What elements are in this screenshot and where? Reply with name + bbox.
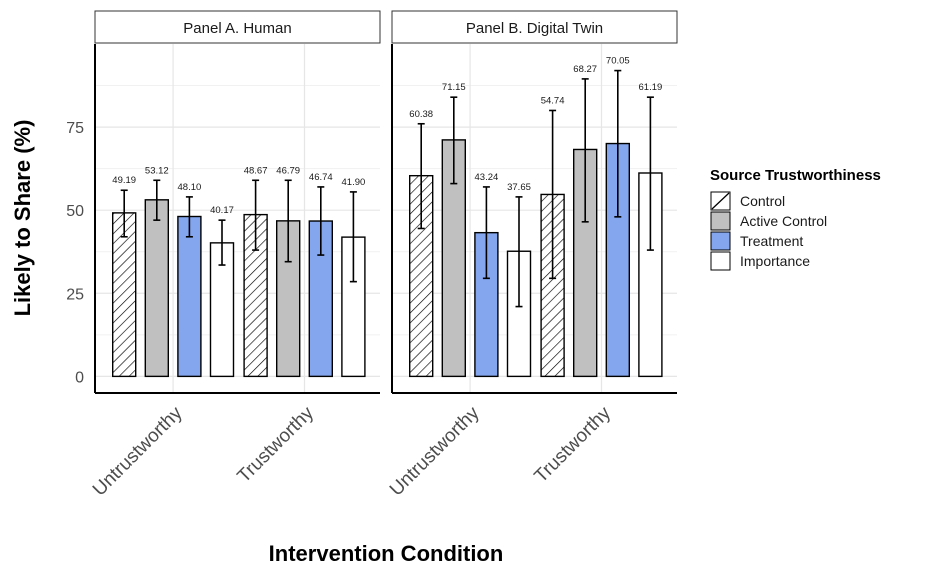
data-label: 40.17 xyxy=(210,205,234,216)
panel-1: Panel A. Human 49.19 53.12 48.10 40.17 Untrus… xyxy=(89,10,381,500)
y-tick-label: 0 xyxy=(75,369,84,386)
data-label: 60.38 xyxy=(409,109,433,120)
data-label: 61.19 xyxy=(639,82,663,93)
y-tick-label: 25 xyxy=(66,286,84,303)
data-label: 54.74 xyxy=(541,95,565,106)
data-label: 53.12 xyxy=(145,165,169,176)
legend-label: Active Control xyxy=(740,213,827,229)
data-label: 43.24 xyxy=(475,172,499,183)
legend-title: Source Trustworthiness xyxy=(710,167,881,184)
error-bar xyxy=(185,196,193,238)
legend-swatch xyxy=(711,252,730,270)
legend-item-treatment: Treatment xyxy=(710,231,803,251)
panel-title: Panel A. Human xyxy=(183,20,291,37)
data-label: 48.10 xyxy=(178,182,202,193)
error-bar xyxy=(153,179,161,221)
error-bar xyxy=(581,78,589,223)
legend-label: Importance xyxy=(740,253,810,269)
legend-label: Treatment xyxy=(740,233,803,249)
legend-item-active-control: Active Control xyxy=(710,211,827,231)
legend-label: Control xyxy=(740,193,785,209)
data-label: 68.27 xyxy=(573,64,597,75)
panel-strip xyxy=(391,10,678,44)
legend-swatch xyxy=(711,212,730,230)
error-bar xyxy=(549,109,557,280)
x-tick-label: Trustworthy xyxy=(531,402,616,487)
panel-2: Panel B. Digital Twin 60.38 71.15 43.24 37.6… xyxy=(386,10,678,500)
error-bar xyxy=(450,96,458,185)
legend-item-importance: Importance xyxy=(710,251,810,271)
data-label: 70.05 xyxy=(606,56,630,67)
error-bar xyxy=(120,189,128,238)
x-tick-label: Untrustworthy xyxy=(386,402,484,500)
error-bar xyxy=(252,179,260,251)
bar-active-control xyxy=(144,199,170,378)
y-axis-title: Likely to Share (%) xyxy=(10,120,35,317)
error-bar xyxy=(515,196,523,308)
x-tick-label: Untrustworthy xyxy=(89,402,187,500)
error-bar xyxy=(349,191,357,283)
legend-swatch xyxy=(711,232,730,250)
y-ticks: 0 25 50 75 xyxy=(66,120,84,386)
panel-title: Panel B. Digital Twin xyxy=(466,20,603,37)
data-label: 41.90 xyxy=(342,177,366,188)
x-axis-title: Intervention Condition xyxy=(269,541,504,566)
data-label: 71.15 xyxy=(442,82,466,93)
legend: Source Trustworthiness Control Active Con… xyxy=(710,167,881,271)
data-label: 48.67 xyxy=(244,165,268,176)
error-bar xyxy=(646,96,654,251)
panels: Panel A. Human 49.19 53.12 48.10 40.17 Untrus… xyxy=(89,10,678,500)
error-bar xyxy=(284,179,292,263)
error-bar xyxy=(417,122,425,230)
legend-hatch xyxy=(711,192,730,210)
legend-item-control: Control xyxy=(710,191,785,211)
error-bar xyxy=(482,186,490,280)
error-bar xyxy=(614,69,622,218)
error-bar xyxy=(218,219,226,266)
x-tick-label: Trustworthy xyxy=(234,402,319,487)
y-tick-label: 75 xyxy=(66,120,84,137)
data-label: 46.74 xyxy=(309,172,333,183)
data-label: 49.19 xyxy=(112,175,136,186)
error-bar xyxy=(317,186,325,256)
bar-treatment xyxy=(177,215,202,378)
data-label: 37.65 xyxy=(507,182,531,193)
y-tick-label: 50 xyxy=(66,203,84,220)
data-label: 46.79 xyxy=(276,165,300,176)
panel-strip xyxy=(94,10,381,44)
